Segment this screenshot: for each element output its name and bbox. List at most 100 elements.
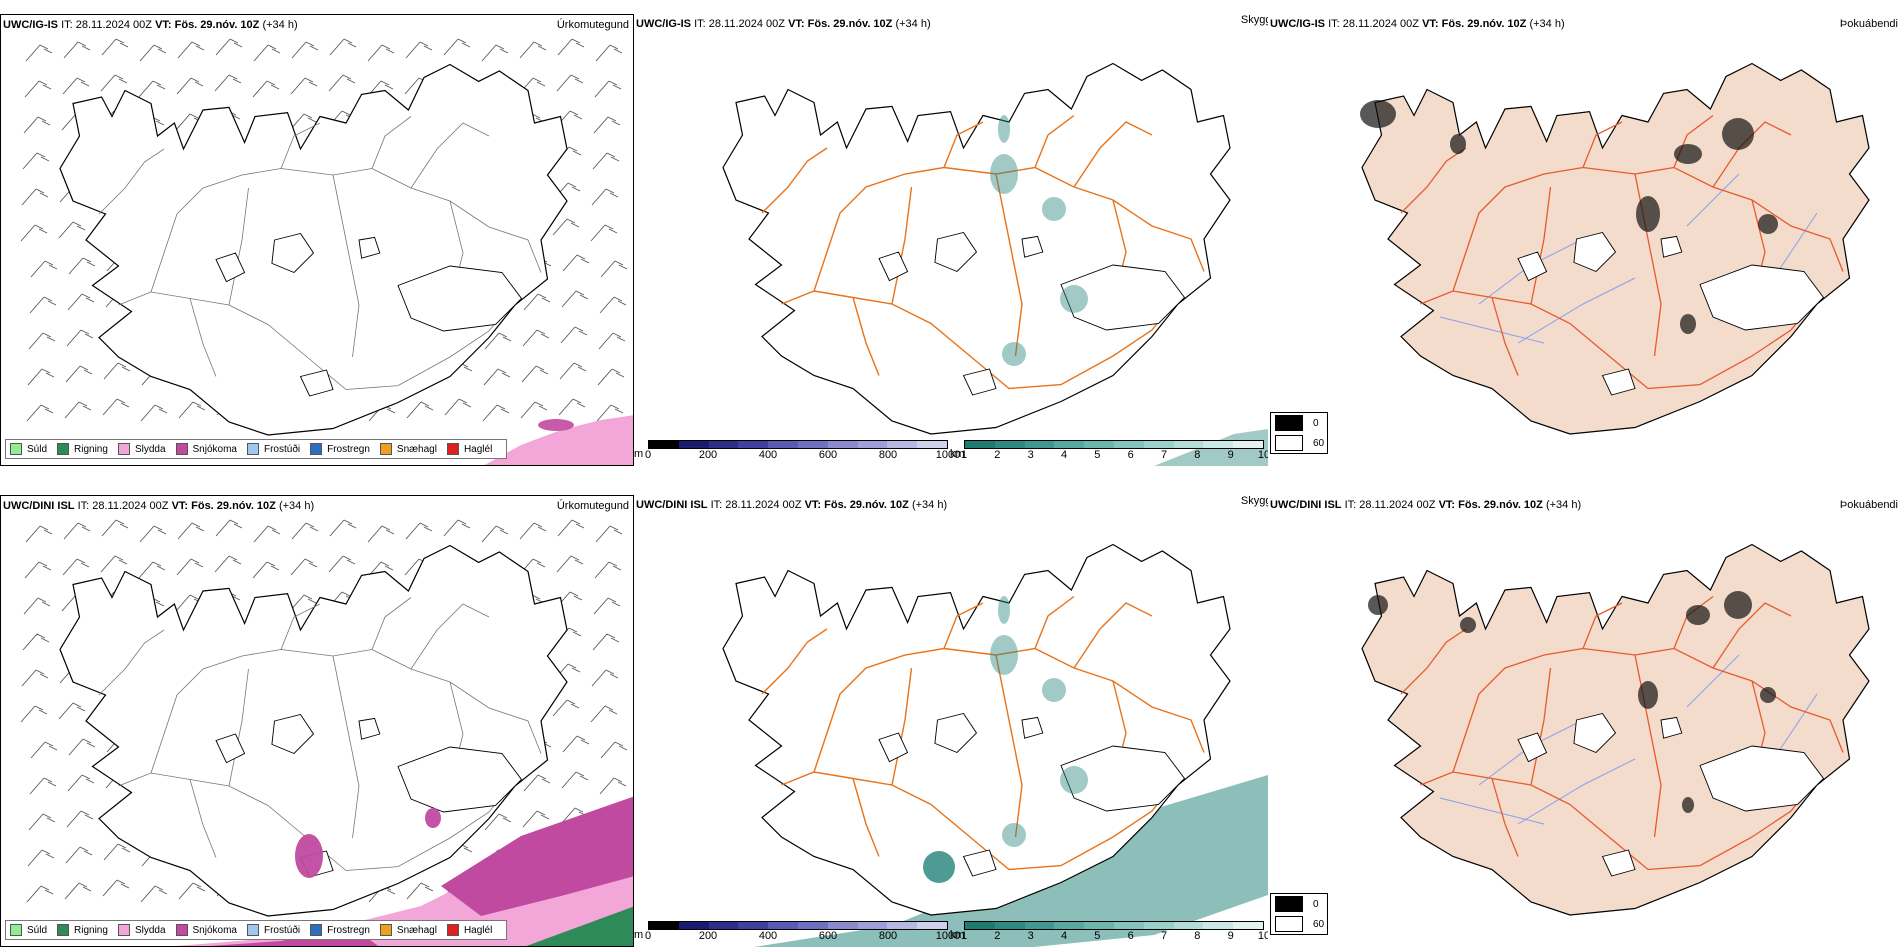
- panel-title: Skyggni: [1240, 14, 1268, 26]
- legend-swatch: [310, 924, 323, 936]
- legend-label: Frostregn: [327, 924, 370, 936]
- colorbar-tick: 3: [1027, 449, 1034, 461]
- legend-item: Frostregn: [310, 443, 370, 455]
- legend-label: Frostúði: [263, 924, 301, 936]
- legend-item: Frostregn: [310, 924, 370, 936]
- legend-label: Snæhagl: [396, 443, 437, 455]
- fog-indicator-area: [1450, 134, 1466, 154]
- fog-legend-row: 60: [1271, 914, 1327, 934]
- fog-legend-value: 60: [1313, 918, 1325, 930]
- init-time-value: 28.11.2024 00Z: [75, 19, 152, 31]
- fog-indicator-area: [1368, 595, 1388, 615]
- lead-time: (+34 h): [895, 18, 931, 30]
- init-time-value: 28.11.2024 00Z: [708, 18, 785, 30]
- iceland-map: [722, 62, 1231, 435]
- colorbar-tick: 5: [1094, 930, 1101, 942]
- precip-type-panel: UWC/IG-IS IT: 28.11.2024 00Z VT: Fös. 29…: [0, 14, 634, 466]
- legend-item: Slydda: [117, 443, 166, 455]
- colorbar-tick: 9: [1227, 449, 1234, 461]
- panel-title: Úrkomutegund: [556, 500, 629, 512]
- colorbar-tick: 6: [1127, 449, 1134, 461]
- fog-map: [1360, 62, 1870, 435]
- valid-time-label: VT:: [1422, 18, 1439, 30]
- legend-item: Snæhagl: [379, 924, 437, 936]
- init-time-label: IT:: [1328, 18, 1340, 30]
- fog-legend-row: 60: [1271, 433, 1327, 453]
- colorbar-tick: 6: [1127, 930, 1134, 942]
- legend-label: Haglél: [463, 443, 493, 455]
- visibility-panel: UWC/IG-IS IT: 28.11.2024 00Z VT: Fös. 29…: [634, 14, 1268, 466]
- fog-legend-value: 60: [1313, 437, 1325, 449]
- fog-indicator-area: [1680, 314, 1696, 334]
- legend-item: Súld: [10, 924, 47, 936]
- legend-item: Snjókoma: [175, 443, 237, 455]
- colorbar-tick: 600: [818, 449, 838, 461]
- colorbar-tick: 8: [1194, 449, 1201, 461]
- legend-item: Frostúði: [246, 924, 301, 936]
- fog-indicator-area: [1722, 118, 1754, 150]
- fog-indicator-area: [1674, 144, 1702, 164]
- panel-header: UWC/IG-IS IT: 28.11.2024 00Z VT: Fös. 29…: [636, 18, 931, 30]
- panel-header: UWC/DINI ISL IT: 28.11.2024 00Z VT: Fös.…: [1270, 499, 1581, 511]
- iceland-map: [59, 544, 568, 917]
- fog-legend-swatch: [1275, 435, 1303, 451]
- fog-panel: UWC/IG-IS IT: 28.11.2024 00Z VT: Fös. 29…: [1268, 14, 1900, 466]
- slydda-area: [484, 415, 633, 465]
- valid-time-value: Fös. 29.nóv. 10Z: [191, 500, 276, 512]
- colorbar-unit: m: [634, 448, 644, 460]
- colorbar-tick: 9: [1227, 930, 1234, 942]
- lead-time: (+34 h): [1545, 499, 1582, 511]
- fog-map: [1361, 543, 1870, 916]
- legend-swatch: [175, 443, 188, 455]
- legend-swatch: [175, 924, 188, 936]
- colorbar-tick: 1000: [935, 449, 961, 461]
- legend-label: Frostúði: [263, 443, 301, 455]
- legend-swatch: [446, 924, 459, 936]
- init-time-value: 28.11.2024 00Z: [1359, 499, 1436, 511]
- legend-item: Súld: [10, 443, 47, 455]
- legend-swatch: [246, 443, 259, 455]
- colorbar-tick: 1000: [935, 930, 961, 942]
- low-visibility-area: [1060, 285, 1088, 313]
- valid-time-label: VT:: [804, 499, 822, 511]
- legend-label: Snæhagl: [396, 924, 437, 936]
- fog-indicator-area: [1460, 617, 1476, 633]
- visibility-map: [722, 62, 1268, 466]
- valid-time-value: Fös. 29.nóv. 10Z: [1458, 499, 1543, 511]
- legend-label: Súld: [27, 443, 48, 455]
- fog-legend-row: 0: [1271, 894, 1327, 914]
- colorbar-tick: 800: [878, 449, 898, 461]
- colorbar-tick: 0: [644, 449, 652, 461]
- snjokoma-area: [538, 419, 574, 431]
- legend-label: Haglél: [463, 924, 493, 936]
- colorbar-tick: 8: [1194, 930, 1201, 942]
- fog-legend-swatch: [1275, 415, 1303, 431]
- colorbar-unit: km: [950, 448, 965, 460]
- legend-swatch: [117, 924, 130, 936]
- colorbar-tick: 10: [1257, 449, 1268, 461]
- fog-panel: UWC/DINI ISL IT: 28.11.2024 00Z VT: Fös.…: [1268, 495, 1900, 947]
- valid-time-value: Fös. 29.nóv. 10Z: [824, 499, 909, 511]
- fog-legend-value: 0: [1313, 417, 1319, 429]
- iceland-map: [1361, 62, 1870, 435]
- model-name: UWC/DINI ISL: [3, 500, 75, 512]
- colorbar-tick: 800: [878, 930, 898, 942]
- snjokoma-area: [295, 834, 323, 878]
- legend-item: Frostúði: [246, 443, 301, 455]
- legend-item: Haglél: [446, 924, 493, 936]
- colorbar-ramp: [964, 440, 1264, 449]
- colorbar-tick: 0: [644, 930, 652, 942]
- fog-indicator-area: [1686, 605, 1710, 625]
- low-visibility-area: [1042, 678, 1066, 702]
- init-time-value: 28.11.2024 00Z: [725, 499, 802, 511]
- iceland-map: [59, 63, 568, 436]
- fog-indicator-area: [1638, 681, 1658, 709]
- visibility-map: [722, 543, 1268, 947]
- model-name: UWC/DINI ISL: [1270, 499, 1342, 511]
- valid-time-label: VT:: [171, 500, 189, 512]
- low-visibility-area: [998, 115, 1010, 143]
- fog-indicator-area: [1758, 214, 1778, 234]
- colorbar-tick: 1: [960, 449, 968, 461]
- valid-time-value: Fös. 29.nóv. 10Z: [1441, 18, 1527, 30]
- fog-indicator-area: [1760, 687, 1776, 703]
